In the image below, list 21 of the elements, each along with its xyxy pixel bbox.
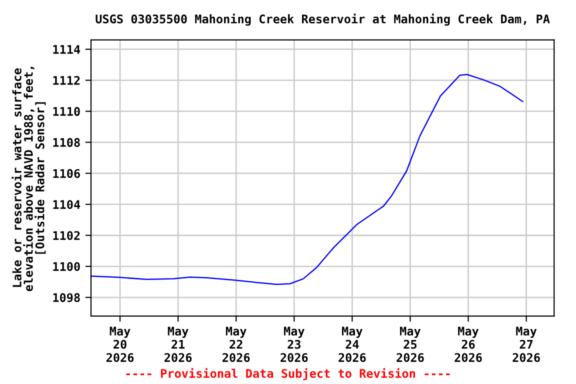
x-tick-label: May 24 2026 bbox=[338, 326, 366, 362]
x-tick-label: May 22 2026 bbox=[222, 326, 250, 362]
line-series bbox=[91, 74, 524, 286]
y-tick-label: 1110 bbox=[53, 107, 80, 116]
x-tick-label: May 25 2026 bbox=[396, 326, 424, 362]
chart-title: USGS 03035500 Mahoning Creek Reservoir at Mahoning Creek Dam, PA bbox=[96, 14, 550, 26]
y-tick-label: 1104 bbox=[53, 200, 80, 210]
y-tick-label: 1114 bbox=[53, 45, 80, 54]
y-tick-label: 1106 bbox=[53, 169, 80, 178]
x-tick-label: May 23 2026 bbox=[280, 326, 308, 362]
y-tick-label: 1098 bbox=[53, 293, 80, 302]
y-tick-label: 1102 bbox=[53, 231, 80, 240]
y-tick-label: 1100 bbox=[53, 262, 80, 272]
y-tick-label: 1112 bbox=[53, 76, 80, 85]
x-tick-label: May 20 2026 bbox=[106, 326, 134, 362]
x-tick-label: May 27 2026 bbox=[512, 326, 540, 362]
x-tick-label: May 21 2026 bbox=[164, 326, 192, 362]
y-axis-title: Lake or reservoir water surface elevation above NAVD 1988, feet, [Outside Radar Sensor] bbox=[12, 66, 46, 292]
x-tick-label: May 26 2026 bbox=[454, 326, 482, 362]
text: ---- Provisional Data Subject to Revision ---- bbox=[126, 368, 450, 380]
y-tick-label: 1108 bbox=[53, 138, 80, 147]
